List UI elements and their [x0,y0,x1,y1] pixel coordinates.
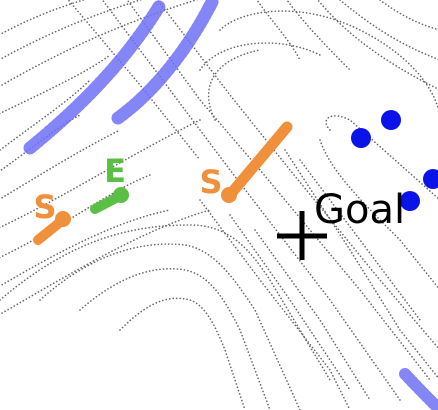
blue-trajectory-bottom-right [399,368,438,410]
lane-centerline [254,229,371,401]
lane-centerline [79,268,271,410]
agent-start-dot-left [55,211,71,227]
lane-centerline [207,49,261,121]
lane-centerline [156,0,438,349]
start-marker-left: S [33,188,56,226]
agent-paths [33,121,293,245]
agent-start-dot-center [221,187,237,203]
obstacle-dot-icon [351,128,371,148]
end-marker: E [104,152,126,190]
goal-marker: Goal [277,187,405,260]
lane-centerline [325,115,438,200]
lane-centerline [316,0,438,90]
goal-label: Goal [314,187,405,233]
lane-centerline [0,129,121,200]
lane-centerline [0,0,87,36]
lane-centerline [101,0,401,401]
blue-trajectory-middle [111,0,219,125]
blue-trajectory-left [23,0,167,155]
lane-centerline [286,0,351,71]
lane-centerline [379,0,438,31]
lane-centerline [199,42,321,71]
lane-centerline [0,0,199,88]
lane-centerline [339,0,438,61]
lane-centerline [219,10,438,112]
agent-path-center [223,121,293,202]
lane-centerline [0,0,143,61]
obstacle-dot-icon [381,110,401,130]
agent-end-dot [113,187,129,203]
lane-centerline [0,54,111,115]
lane-centerline [284,149,438,379]
lane-centerline [199,199,351,410]
lane-centerline [0,119,201,229]
lane-centerline [0,209,211,316]
lane-centerline [0,79,91,151]
crosshair-plus-icon [277,211,327,260]
obstacle-dot-icon [423,169,438,189]
obstacle-dot-icon [400,191,420,211]
lane-centerline [39,243,301,410]
start-marker-center: S [199,163,222,201]
marker-labels: S S E [33,152,222,226]
lane-centerline [229,214,351,391]
obstacle-points [351,110,438,211]
lane-centerline [0,209,171,287]
lane-centerline [319,139,438,289]
lane-centerline [67,0,201,161]
lane-centerline [255,0,301,61]
lane-centerline [0,224,331,381]
lane-centerline [119,297,246,410]
